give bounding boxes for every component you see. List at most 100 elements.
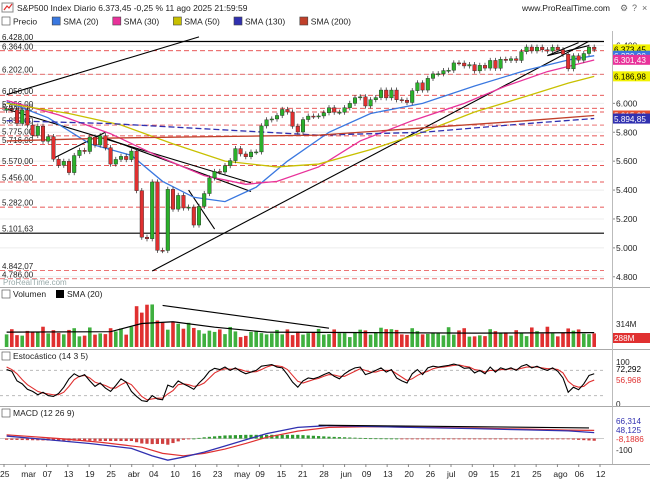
- trend-line[interactable]: [6, 36, 200, 96]
- candle: [290, 111, 295, 127]
- volume-bar: [103, 334, 108, 347]
- stoch-label[interactable]: Estocástico (14 3 5): [13, 351, 88, 361]
- volume-bar: [150, 304, 154, 347]
- macd-hist-bar: [436, 438, 440, 440]
- stoch-k-line: [6, 363, 595, 403]
- candle: [160, 250, 165, 252]
- macd-hist-bar: [587, 438, 591, 441]
- macd-hist-bar: [239, 434, 243, 439]
- candle: [576, 55, 581, 61]
- macd-hist-bar: [187, 438, 191, 440]
- candle: [347, 103, 352, 108]
- macd-hist-bar: [421, 438, 425, 440]
- volume-bar: [41, 326, 45, 347]
- legend-item[interactable]: SMA (200): [311, 17, 351, 27]
- macd-hist-bar: [5, 438, 9, 440]
- volume-bar: [62, 334, 66, 347]
- volume-sma-label[interactable]: SMA (20): [67, 289, 103, 299]
- volume-bar: [212, 331, 217, 347]
- volume-bar: [462, 328, 466, 347]
- macd-hist-bar: [176, 438, 180, 442]
- candle: [457, 62, 462, 65]
- volume-bar: [556, 336, 560, 347]
- candle: [472, 64, 477, 72]
- volume-label[interactable]: Volumen: [13, 289, 46, 299]
- trend-line[interactable]: [53, 131, 106, 159]
- volume-bar: [540, 333, 544, 347]
- volume-bar: [535, 331, 539, 347]
- volume-bar: [134, 306, 139, 347]
- macd-hist-bar: [577, 438, 581, 440]
- macd-hist-bar: [124, 438, 128, 441]
- candle: [124, 156, 129, 160]
- volume-bar: [20, 335, 24, 347]
- macd-hist-bar: [358, 437, 362, 439]
- macd-hist-bar: [207, 436, 211, 439]
- macd-hist-bar: [514, 438, 518, 440]
- legend-item[interactable]: SMA (20): [63, 17, 99, 27]
- volume-bar: [426, 333, 430, 347]
- close-icon[interactable]: ×: [642, 3, 647, 13]
- candle: [488, 60, 493, 69]
- candle: [353, 97, 358, 104]
- volume-bar: [4, 334, 9, 347]
- volume-bar: [15, 335, 19, 347]
- candle: [332, 107, 337, 113]
- legend-swatch: [299, 16, 309, 26]
- candle: [108, 147, 113, 165]
- legend-item[interactable]: Precio: [13, 17, 37, 27]
- volume-bar: [545, 326, 550, 347]
- macd-label[interactable]: MACD (12 26 9): [13, 408, 75, 418]
- volume-sma-swatch: [56, 290, 64, 298]
- macd-hist-bar: [431, 438, 435, 440]
- y-tick-label: 5.800: [616, 127, 638, 137]
- candle: [113, 159, 118, 165]
- macd-hist-bar: [379, 438, 383, 440]
- macd-hist-bar: [93, 438, 97, 441]
- legend-item[interactable]: SMA (50): [184, 17, 220, 27]
- volume-bar: [145, 304, 149, 347]
- candle: [233, 148, 238, 161]
- volume-bar: [36, 332, 40, 347]
- legend: Precio SMA (20) SMA (30) SMA (50) SMA (130) S…: [1, 16, 351, 27]
- macd-hist-bar: [88, 438, 92, 441]
- candle: [103, 135, 108, 148]
- sma200-line: [6, 114, 595, 142]
- x-tick-label: 13: [383, 469, 393, 479]
- legend-item[interactable]: SMA (130): [245, 17, 285, 27]
- macd-hist-bar: [369, 438, 373, 440]
- macd-hist-bar: [145, 438, 149, 444]
- x-tick-label: 13: [64, 469, 74, 479]
- x-tick-label: 09: [468, 469, 478, 479]
- x-tick-label: 10: [170, 469, 180, 479]
- candle: [498, 59, 503, 69]
- macd-hist-bar: [571, 438, 575, 440]
- candle: [186, 206, 191, 209]
- volume-bar: [249, 331, 253, 347]
- candle: [311, 115, 316, 118]
- trend-line[interactable]: [151, 40, 590, 272]
- candle: [155, 181, 160, 251]
- macd-hist-bar: [415, 438, 419, 440]
- volume-bar: [88, 327, 92, 347]
- price-tag: [612, 71, 650, 82]
- x-tick-label: abr: [128, 469, 140, 479]
- sma50-line: [6, 75, 595, 168]
- macd-hist-bar: [504, 438, 508, 440]
- candle: [545, 49, 550, 52]
- stoch-d-line: [6, 364, 595, 401]
- trend-line[interactable]: [547, 45, 590, 57]
- volume-bar: [363, 330, 368, 347]
- price-tag: [612, 113, 650, 124]
- settings-icon[interactable]: ⚙: [620, 3, 628, 13]
- macd-hist-bar: [306, 435, 310, 439]
- x-tick-label: 06: [575, 469, 585, 479]
- candle: [144, 236, 149, 239]
- candle: [238, 148, 243, 155]
- x-tick-label: 28: [319, 469, 329, 479]
- volume-bar: [223, 334, 227, 347]
- legend-item[interactable]: SMA (30): [124, 17, 160, 27]
- volume-bar: [478, 335, 482, 347]
- help-icon[interactable]: ?: [632, 3, 637, 13]
- site-url[interactable]: www.ProRealTime.com: [521, 3, 610, 13]
